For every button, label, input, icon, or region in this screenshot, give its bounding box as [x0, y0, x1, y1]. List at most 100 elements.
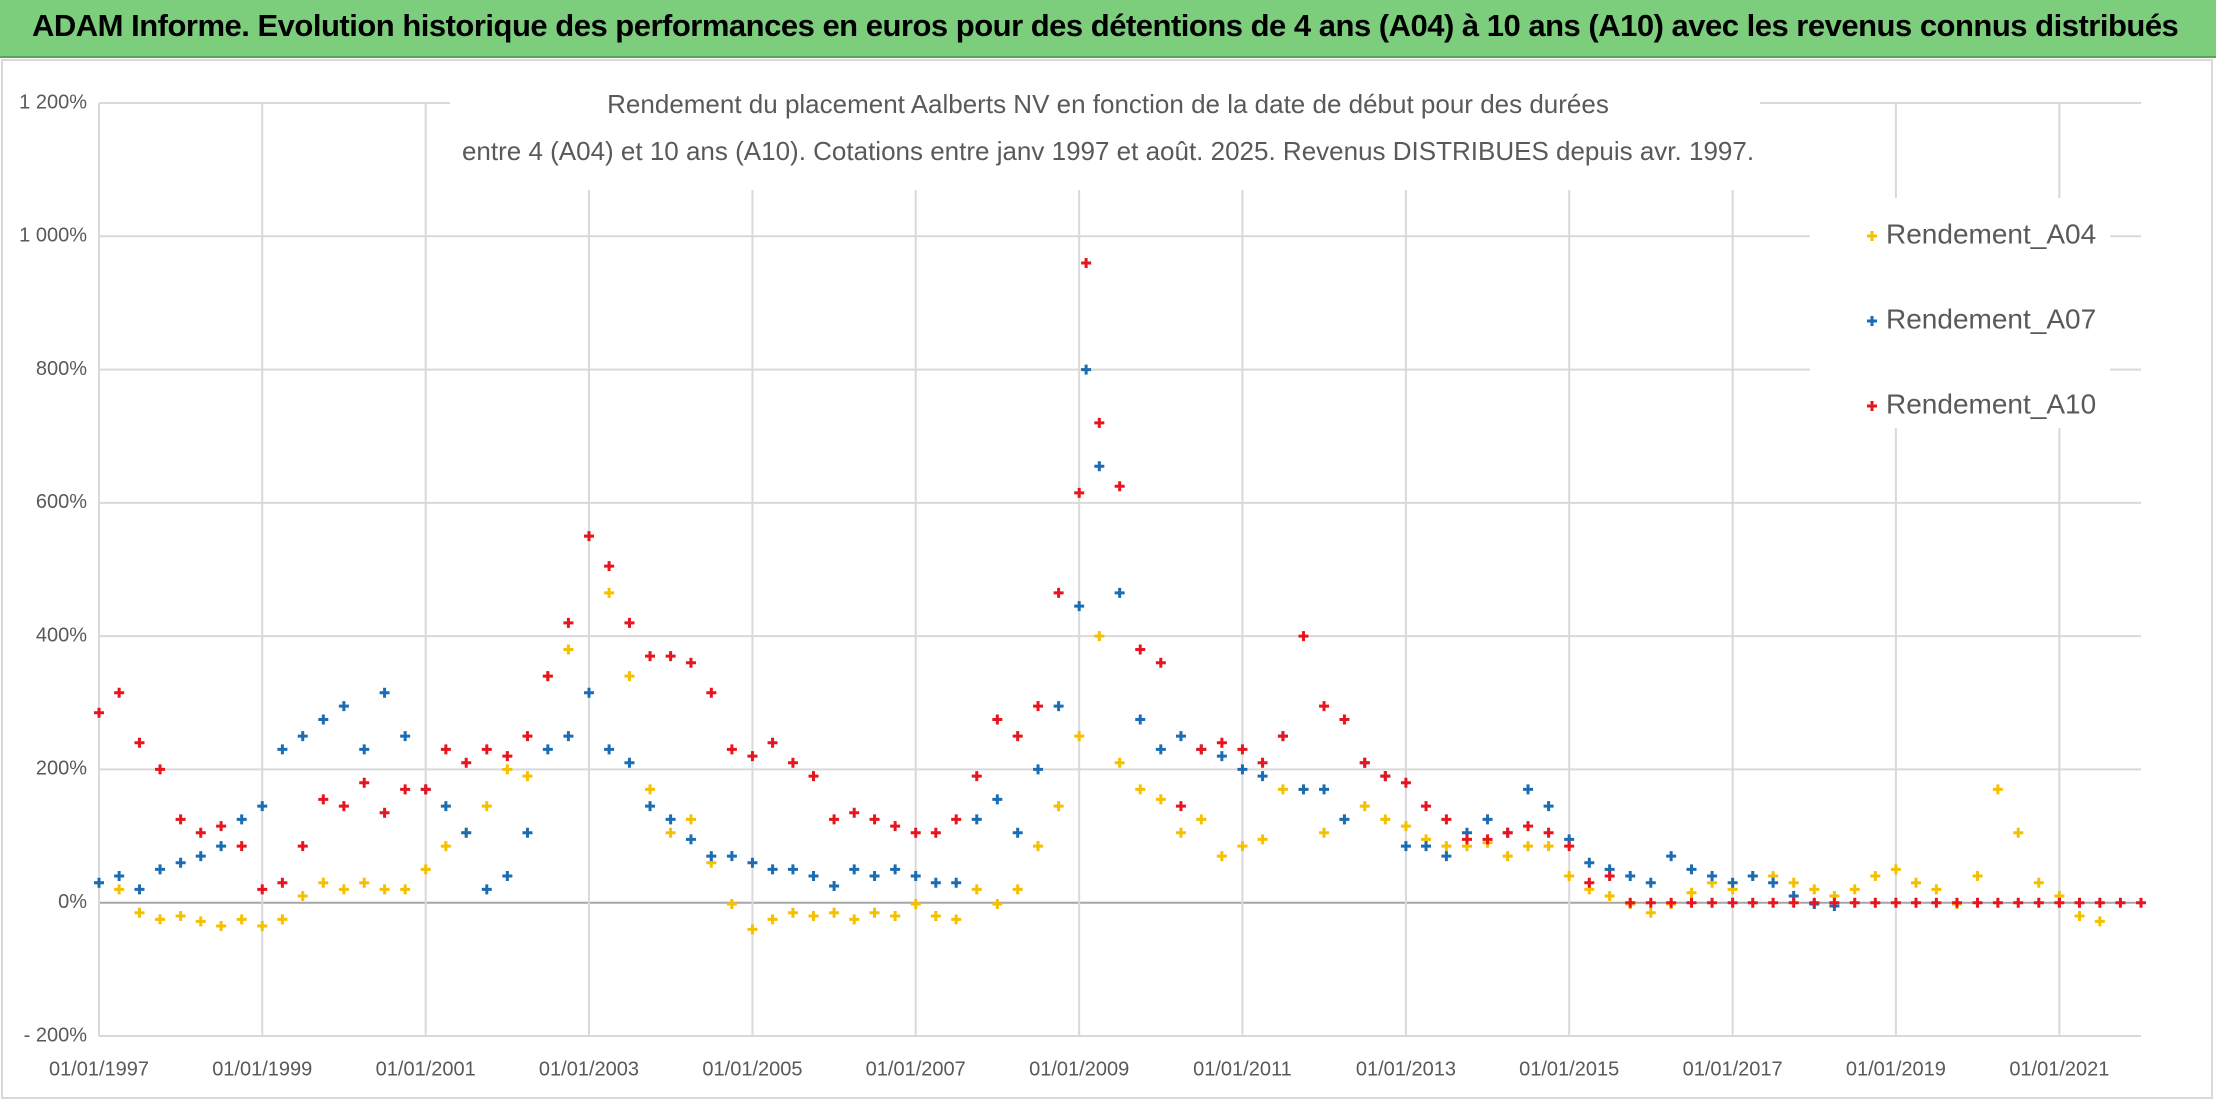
point: [1033, 841, 1044, 852]
point: [706, 851, 717, 862]
point: [726, 899, 737, 910]
point: [114, 884, 125, 895]
point: [1196, 744, 1207, 755]
point: [1114, 481, 1125, 492]
point: [277, 914, 288, 925]
point: [808, 911, 819, 922]
point: [1870, 871, 1881, 882]
y-tick-label: 600%: [36, 491, 87, 513]
point: [1482, 814, 1493, 825]
point: [1114, 587, 1125, 598]
point: [2074, 911, 2085, 922]
x-tick-label: 01/01/2001: [376, 1058, 476, 1080]
point: [849, 914, 860, 925]
point: [318, 877, 329, 888]
point: [1135, 644, 1146, 655]
y-tick-label: 1 200%: [19, 91, 87, 113]
point: [1074, 731, 1085, 742]
point: [1155, 794, 1166, 805]
point: [1502, 827, 1513, 838]
point: [869, 907, 880, 918]
point: [604, 744, 615, 755]
point: [379, 884, 390, 895]
point: [2054, 897, 2065, 908]
legend-background: [1810, 198, 2110, 428]
point: [1094, 461, 1105, 472]
point: [1768, 877, 1779, 888]
point: [624, 671, 635, 682]
point: [1666, 897, 1677, 908]
point: [1216, 737, 1227, 748]
point: [1890, 897, 1901, 908]
point: [849, 864, 860, 875]
x-tick-label: 01/01/1997: [49, 1058, 149, 1080]
point: [1666, 851, 1677, 862]
legend-label: Rendement_A07: [1886, 303, 2096, 334]
x-tick-label: 01/01/2005: [702, 1058, 802, 1080]
point: [951, 914, 962, 925]
point: [951, 877, 962, 888]
point: [1012, 827, 1023, 838]
point: [1441, 851, 1452, 862]
point: [1727, 877, 1738, 888]
point: [1094, 417, 1105, 428]
point: [1788, 877, 1799, 888]
point: [1707, 871, 1718, 882]
point: [1033, 701, 1044, 712]
point: [1319, 827, 1330, 838]
legend-label: Rendement_A10: [1886, 388, 2096, 419]
point: [747, 857, 758, 868]
point: [1074, 601, 1085, 612]
point: [1461, 834, 1472, 845]
point: [1380, 771, 1391, 782]
point: [910, 871, 921, 882]
point: [1890, 864, 1901, 875]
point: [992, 794, 1003, 805]
point: [645, 801, 656, 812]
point: [134, 737, 145, 748]
point: [829, 814, 840, 825]
point: [2033, 877, 2044, 888]
legend-label: Rendement_A04: [1886, 218, 2096, 249]
point: [1237, 744, 1248, 755]
point: [706, 687, 717, 698]
point: [1707, 897, 1718, 908]
point: [1931, 884, 1942, 895]
point: [1543, 801, 1554, 812]
point: [1298, 631, 1309, 642]
x-tick-label: 01/01/2009: [1029, 1058, 1129, 1080]
point: [94, 877, 104, 888]
y-tick-label: 0%: [58, 891, 87, 913]
point: [522, 827, 533, 838]
point: [787, 757, 798, 768]
point: [971, 884, 982, 895]
header-title: ADAM Informe. Evolution historique des p…: [32, 8, 2179, 43]
point: [1972, 897, 1983, 908]
point: [849, 807, 860, 818]
point: [930, 827, 941, 838]
point: [277, 744, 288, 755]
x-tick-label: 01/01/2007: [866, 1058, 966, 1080]
point: [1012, 884, 1023, 895]
point: [1339, 814, 1350, 825]
point: [1094, 631, 1105, 642]
point: [542, 671, 553, 682]
point: [1523, 784, 1534, 795]
point: [1911, 877, 1922, 888]
point: [1277, 784, 1288, 795]
point: [992, 714, 1003, 725]
point: [400, 731, 411, 742]
point: [808, 771, 819, 782]
point: [1155, 657, 1166, 668]
point: [195, 851, 206, 862]
point: [114, 687, 125, 698]
point: [155, 864, 166, 875]
point: [2094, 897, 2105, 908]
point: [1686, 897, 1697, 908]
point: [1870, 897, 1881, 908]
point: [1053, 801, 1064, 812]
point: [1686, 887, 1697, 898]
point: [583, 531, 594, 542]
chart-title: entre 4 (A04) et 10 ans (A10). Cotations…: [462, 136, 1754, 166]
point: [665, 651, 676, 662]
